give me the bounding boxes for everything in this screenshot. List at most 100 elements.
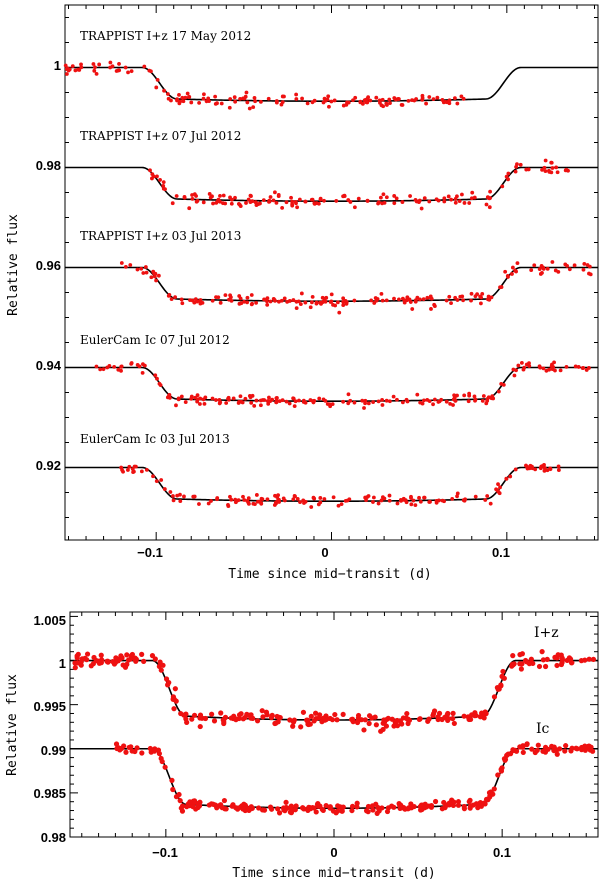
- data-point-ic: [123, 749, 129, 755]
- bottom-panel-frame: [69, 611, 599, 838]
- data-point-trappist-i-z-03-jul-2013: [179, 297, 184, 302]
- data-point-i-z: [536, 663, 543, 670]
- data-point-eulercam-ic-03-jul-2013: [318, 496, 323, 500]
- data-point-ic: [340, 804, 346, 810]
- data-point-eulercam-ic-03-jul-2013: [241, 494, 245, 499]
- data-point-trappist-i-z-07-jul-2012: [334, 199, 339, 203]
- data-point-i-z: [322, 717, 328, 723]
- data-point-i-z: [500, 668, 506, 675]
- data-point-eulercam-ic-07-jul-2012: [451, 403, 455, 407]
- top-y-axis-label: Relative flux: [6, 214, 21, 316]
- data-point-eulercam-ic-07-jul-2012: [391, 394, 396, 399]
- data-point-trappist-i-z-03-jul-2013: [229, 298, 234, 303]
- data-point-eulercam-ic-07-jul-2012: [112, 364, 117, 369]
- data-point-trappist-i-z-17-may-2012: [185, 91, 190, 96]
- data-point-ic: [292, 807, 298, 813]
- data-point-eulercam-ic-03-jul-2013: [154, 479, 159, 484]
- data-point-trappist-i-z-17-may-2012: [186, 95, 191, 100]
- data-point-eulercam-ic-03-jul-2013: [331, 495, 336, 500]
- data-point-eulercam-ic-07-jul-2012: [280, 398, 285, 403]
- data-point-i-z: [124, 661, 130, 667]
- data-point-trappist-i-z-07-jul-2012: [550, 166, 555, 170]
- data-point-eulercam-ic-03-jul-2013: [345, 498, 350, 503]
- data-point-trappist-i-z-17-may-2012: [154, 85, 159, 90]
- data-point-ic: [219, 805, 225, 811]
- data-point-trappist-i-z-07-jul-2012: [469, 196, 474, 201]
- data-point-trappist-i-z-07-jul-2012: [254, 203, 259, 207]
- data-point-trappist-i-z-03-jul-2013: [282, 296, 287, 301]
- data-point-trappist-i-z-03-jul-2013: [285, 300, 290, 304]
- data-point-i-z: [124, 652, 130, 658]
- data-point-trappist-i-z-03-jul-2013: [410, 307, 415, 311]
- data-point-eulercam-ic-03-jul-2013: [265, 497, 270, 502]
- data-point-eulercam-ic-07-jul-2012: [237, 399, 241, 404]
- data-point-trappist-i-z-03-jul-2013: [333, 303, 338, 308]
- data-point-eulercam-ic-07-jul-2012: [226, 395, 231, 400]
- data-point-trappist-i-z-07-jul-2012: [253, 200, 258, 205]
- data-point-ic: [495, 772, 501, 778]
- data-point-ic: [267, 804, 274, 810]
- data-point-eulercam-ic-03-jul-2013: [376, 501, 381, 506]
- top-xtick-label-0.1: 0.1: [492, 545, 510, 560]
- data-point-ic: [246, 806, 252, 812]
- data-point-eulercam-ic-07-jul-2012: [119, 364, 124, 369]
- data-point-trappist-i-z-17-may-2012: [384, 103, 389, 107]
- data-point-trappist-i-z-17-may-2012: [431, 97, 436, 102]
- data-point-i-z: [334, 717, 340, 723]
- data-point-trappist-i-z-03-jul-2013: [429, 307, 433, 311]
- data-point-trappist-i-z-03-jul-2013: [139, 266, 144, 271]
- data-point-trappist-i-z-03-jul-2013: [173, 295, 178, 300]
- data-point-trappist-i-z-17-may-2012: [364, 100, 369, 105]
- data-point-ic: [349, 807, 355, 814]
- data-point-i-z: [79, 656, 85, 662]
- data-point-eulercam-ic-03-jul-2013: [309, 505, 314, 509]
- data-point-i-z: [366, 720, 372, 727]
- data-point-eulercam-ic-07-jul-2012: [558, 368, 563, 373]
- data-point-eulercam-ic-07-jul-2012: [158, 383, 163, 387]
- data-point-i-z: [445, 710, 451, 717]
- data-point-trappist-i-z-17-may-2012: [252, 95, 257, 100]
- data-point-trappist-i-z-07-jul-2012: [190, 196, 195, 201]
- data-point-i-z: [372, 714, 378, 720]
- data-point-eulercam-ic-07-jul-2012: [453, 398, 458, 403]
- data-point-trappist-i-z-03-jul-2013: [200, 300, 205, 305]
- data-point-trappist-i-z-07-jul-2012: [515, 162, 519, 166]
- data-point-trappist-i-z-07-jul-2012: [249, 194, 253, 198]
- model-curve-i-z: [70, 659, 598, 721]
- bottom-panel-models: [70, 659, 598, 810]
- data-point-eulercam-ic-03-jul-2013: [134, 464, 138, 469]
- data-point-i-z: [307, 721, 313, 727]
- data-point-ic: [365, 803, 372, 810]
- data-point-trappist-i-z-03-jul-2013: [223, 293, 228, 298]
- data-point-trappist-i-z-07-jul-2012: [174, 194, 179, 198]
- data-point-trappist-i-z-07-jul-2012: [352, 205, 357, 210]
- data-point-ic: [491, 786, 497, 792]
- data-point-trappist-i-z-17-may-2012: [228, 97, 233, 101]
- data-point-trappist-i-z-07-jul-2012: [210, 194, 214, 199]
- data-point-ic: [551, 747, 557, 754]
- data-point-eulercam-ic-07-jul-2012: [176, 396, 181, 401]
- data-point-trappist-i-z-07-jul-2012: [487, 205, 492, 210]
- data-point-ic: [586, 743, 592, 749]
- data-point-trappist-i-z-17-may-2012: [374, 95, 379, 100]
- data-point-eulercam-ic-03-jul-2013: [316, 502, 321, 507]
- data-point-trappist-i-z-07-jul-2012: [258, 201, 262, 206]
- data-point-trappist-i-z-07-jul-2012: [422, 196, 427, 201]
- data-point-trappist-i-z-03-jul-2013: [379, 291, 384, 296]
- data-point-trappist-i-z-17-may-2012: [393, 96, 397, 101]
- data-point-trappist-i-z-07-jul-2012: [549, 160, 554, 165]
- data-point-ic: [461, 806, 468, 812]
- data-point-ic: [196, 803, 203, 809]
- data-point-ic: [554, 751, 560, 757]
- data-point-eulercam-ic-03-jul-2013: [363, 495, 368, 500]
- data-point-eulercam-ic-07-jul-2012: [266, 401, 271, 406]
- top-ytick-label-0.92: 0.92: [36, 458, 61, 473]
- data-point-trappist-i-z-03-jul-2013: [214, 295, 218, 300]
- data-point-trappist-i-z-03-jul-2013: [581, 267, 586, 272]
- data-point-trappist-i-z-03-jul-2013: [449, 301, 453, 306]
- data-point-trappist-i-z-07-jul-2012: [555, 170, 560, 175]
- data-point-ic: [421, 805, 427, 811]
- data-point-eulercam-ic-03-jul-2013: [339, 502, 344, 507]
- data-point-trappist-i-z-03-jul-2013: [169, 297, 174, 301]
